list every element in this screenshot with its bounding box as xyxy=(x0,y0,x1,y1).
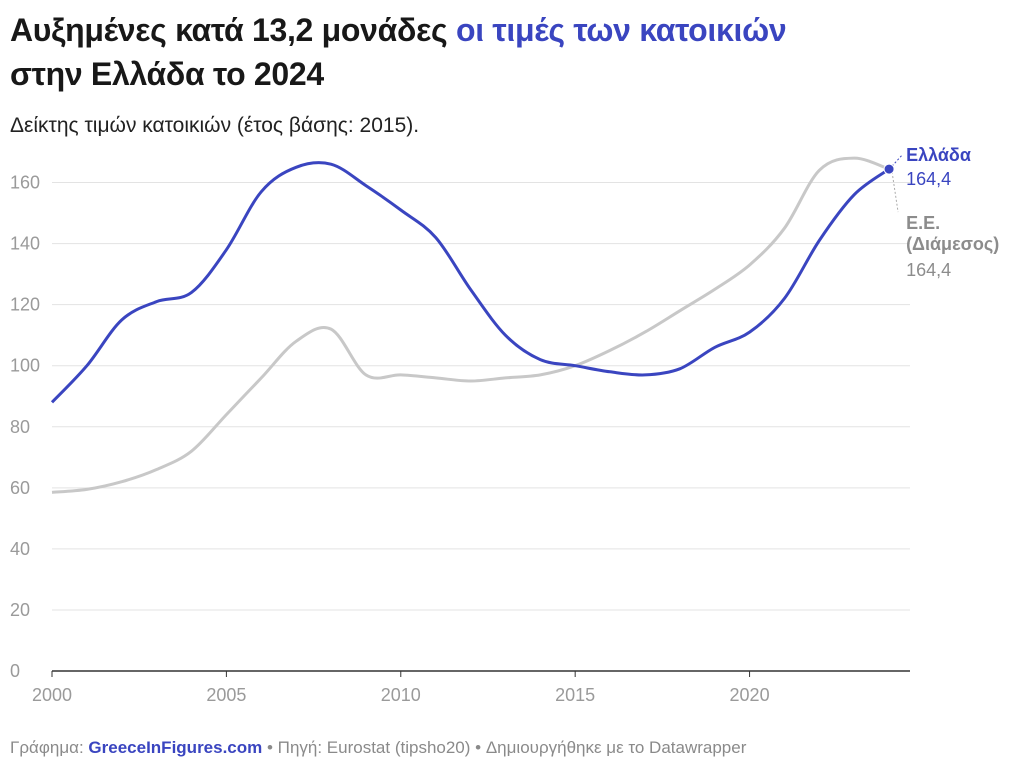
y-tick-label-0: 0 xyxy=(10,661,20,681)
footer-prefix: Γράφημα: xyxy=(10,738,89,757)
x-axis-ticks: 2000 2005 2010 2015 2020 xyxy=(32,671,770,705)
x-tick-label-2000: 2000 xyxy=(32,685,72,705)
x-tick-label-2005: 2005 xyxy=(206,685,246,705)
eu-series-name-line1: Ε.Ε. xyxy=(906,213,940,233)
x-tick-label-2010: 2010 xyxy=(381,685,421,705)
gridlines xyxy=(52,182,910,611)
footer-source: • Πηγή: Eurostat (tipsho20) • Δημιουργήθ… xyxy=(262,738,747,757)
y-tick-label-140: 140 xyxy=(10,234,40,254)
greece-series-value: 164,4 xyxy=(906,169,951,189)
greece-leader-line xyxy=(891,154,903,167)
y-tick-label-100: 100 xyxy=(10,356,40,376)
title-part-2: στην Ελλάδα το 2024 xyxy=(10,56,324,92)
y-tick-label-20: 20 xyxy=(10,600,30,620)
greece-series-line xyxy=(50,161,890,404)
y-tick-label-120: 120 xyxy=(10,295,40,315)
series-lines xyxy=(50,156,890,494)
chart-footer: Γράφημα: GreeceInFigures.com • Πηγή: Eur… xyxy=(10,738,746,758)
footer-brand-link[interactable]: GreeceInFigures.com xyxy=(88,738,263,757)
y-tick-label-80: 80 xyxy=(10,417,30,437)
eu-leader-line xyxy=(891,172,899,213)
y-tick-label-40: 40 xyxy=(10,539,30,559)
y-tick-label-60: 60 xyxy=(10,478,30,498)
greece-endpoint-dot xyxy=(883,163,895,175)
title-part-1: Αυξημένες κατά 13,2 μονάδες xyxy=(10,12,456,48)
series-labels: Ελλάδα 164,4 Ε.Ε. (Διάμεσος) 164,4 xyxy=(883,145,999,280)
eu-median-series-line xyxy=(51,156,890,494)
greece-series-name: Ελλάδα xyxy=(906,145,971,165)
title-highlight: οι τιμές των κατοικιών xyxy=(455,12,787,48)
x-tick-label-2020: 2020 xyxy=(730,685,770,705)
chart-title: Αυξημένες κατά 13,2 μονάδες οι τιμές των… xyxy=(10,8,1010,96)
eu-series-value: 164,4 xyxy=(906,260,951,280)
eu-series-name-line2: (Διάμεσος) xyxy=(906,234,999,254)
y-axis-ticks: 0 20 40 60 80 100 120 140 160 xyxy=(10,173,40,681)
x-tick-label-2015: 2015 xyxy=(555,685,595,705)
y-tick-label-160: 160 xyxy=(10,173,40,193)
chart-subtitle: Δείκτης τιμών κατοικιών (έτος βάσης: 201… xyxy=(10,114,420,137)
